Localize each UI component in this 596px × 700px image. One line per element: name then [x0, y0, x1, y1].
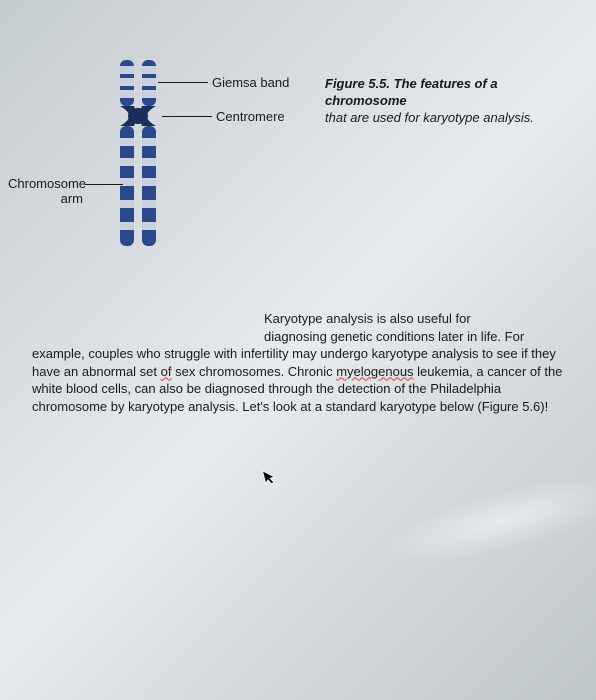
body-lead-2: diagnosing genetic conditions later in l…: [32, 328, 577, 346]
typo-of: of: [161, 364, 172, 379]
page-surface: Giemsa band Centromere Chromosome arm Fi…: [0, 0, 596, 700]
arm-label-l1: Chromosome: [8, 176, 83, 191]
arm-line: [85, 184, 123, 185]
figure-caption: Figure 5.5. The features of a chromosome…: [325, 76, 580, 127]
typo-myelogenous: myelogenous: [336, 364, 413, 379]
centromere-label: Centromere: [216, 109, 285, 124]
caption-title: Figure 5.5. The features of a chromosome: [325, 76, 498, 108]
giemsa-line: [158, 82, 208, 83]
light-smudge: [373, 457, 596, 582]
body-p1-mid: sex chromosomes. Chronic: [171, 364, 336, 379]
caption-subtitle: that are used for karyotype analysis.: [325, 110, 534, 125]
arm-label-l2: arm: [8, 191, 83, 206]
giemsa-label: Giemsa band: [212, 75, 289, 90]
body-text: Karyotype analysis is also useful for di…: [32, 310, 577, 415]
centromere-line: [162, 116, 212, 117]
body-lead-1: Karyotype analysis is also useful for: [32, 310, 577, 328]
cursor-icon: [261, 467, 280, 493]
chromosome-diagram: [110, 60, 170, 260]
